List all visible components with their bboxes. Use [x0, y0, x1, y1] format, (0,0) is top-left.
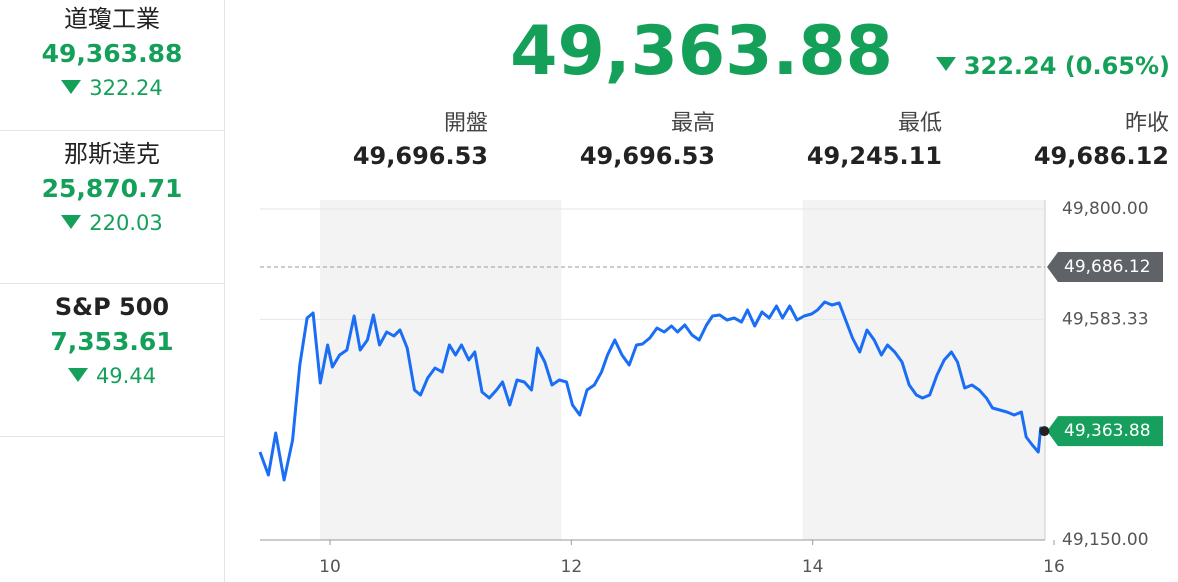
index-value: 25,870.71 — [41, 174, 183, 203]
sidebar: 道瓊工業 49,363.88 322.24 那斯達克 25,870.71 220… — [0, 0, 225, 582]
stat-label: 最低 — [897, 111, 942, 136]
index-value: 7,353.61 — [50, 327, 174, 356]
index-change: 322.24 — [0, 72, 224, 104]
stat-value: 49,245.11 — [806, 142, 942, 170]
index-name: S&P 500 — [54, 293, 170, 321]
price-change: 322.24 (0.65%) — [935, 52, 1170, 80]
session-band — [802, 200, 1045, 540]
change-text: 322.24 — [89, 76, 163, 100]
x-tick-label: 14 — [802, 557, 824, 577]
last-point — [1039, 426, 1050, 437]
stat-value: 49,696.53 — [352, 142, 488, 170]
index-value: 49,363.88 — [41, 39, 183, 68]
price: 49,363.88 — [510, 12, 893, 91]
index-item[interactable]: 道瓊工業 49,363.88 322.24 — [0, 0, 224, 131]
y-tick-label: 49,800.00 — [1062, 199, 1149, 219]
x-tick-label: 10 — [319, 557, 341, 577]
y-tick-label: 49,150.00 — [1062, 530, 1149, 550]
index-item[interactable]: S&P 500 7,353.61 49.44 — [0, 284, 224, 437]
change-text: 220.03 — [89, 211, 163, 235]
down-icon — [67, 368, 88, 382]
change-text: 322.24 (0.65%) — [963, 52, 1170, 80]
y-tick-label: 49,583.33 — [1062, 309, 1149, 329]
last-label: 49,363.88 — [1064, 421, 1151, 441]
stat: 最高 49,696.53 — [515, 108, 715, 172]
stat: 最低 49,245.11 — [742, 108, 942, 172]
stat-label: 昨收 — [1124, 111, 1169, 136]
x-tick-label: 12 — [561, 557, 583, 577]
stat-label: 最高 — [670, 111, 715, 136]
reference-label: 49,686.12 — [1064, 257, 1151, 277]
stat: 開盤 49,696.53 — [288, 108, 488, 172]
index-name: 道瓊工業 — [64, 5, 160, 33]
down-icon — [61, 80, 82, 94]
change-text: 49.44 — [95, 364, 157, 388]
down-icon — [935, 57, 956, 71]
price-line — [258, 300, 1046, 482]
down-icon — [61, 215, 82, 229]
reference-badge — [1047, 251, 1163, 282]
index-change: 49.44 — [0, 360, 224, 392]
stat-value: 49,696.53 — [579, 142, 715, 170]
index-item[interactable]: 那斯達克 25,870.71 220.03 — [0, 131, 224, 284]
index-change: 220.03 — [0, 207, 224, 239]
index-name: 那斯達克 — [64, 140, 160, 168]
last-badge — [1047, 416, 1163, 447]
x-tick-label: 16 — [1043, 557, 1065, 577]
stat: 昨收 49,686.12 — [969, 108, 1169, 172]
stat-label: 開盤 — [443, 111, 488, 136]
stat-value: 49,686.12 — [1033, 142, 1169, 170]
